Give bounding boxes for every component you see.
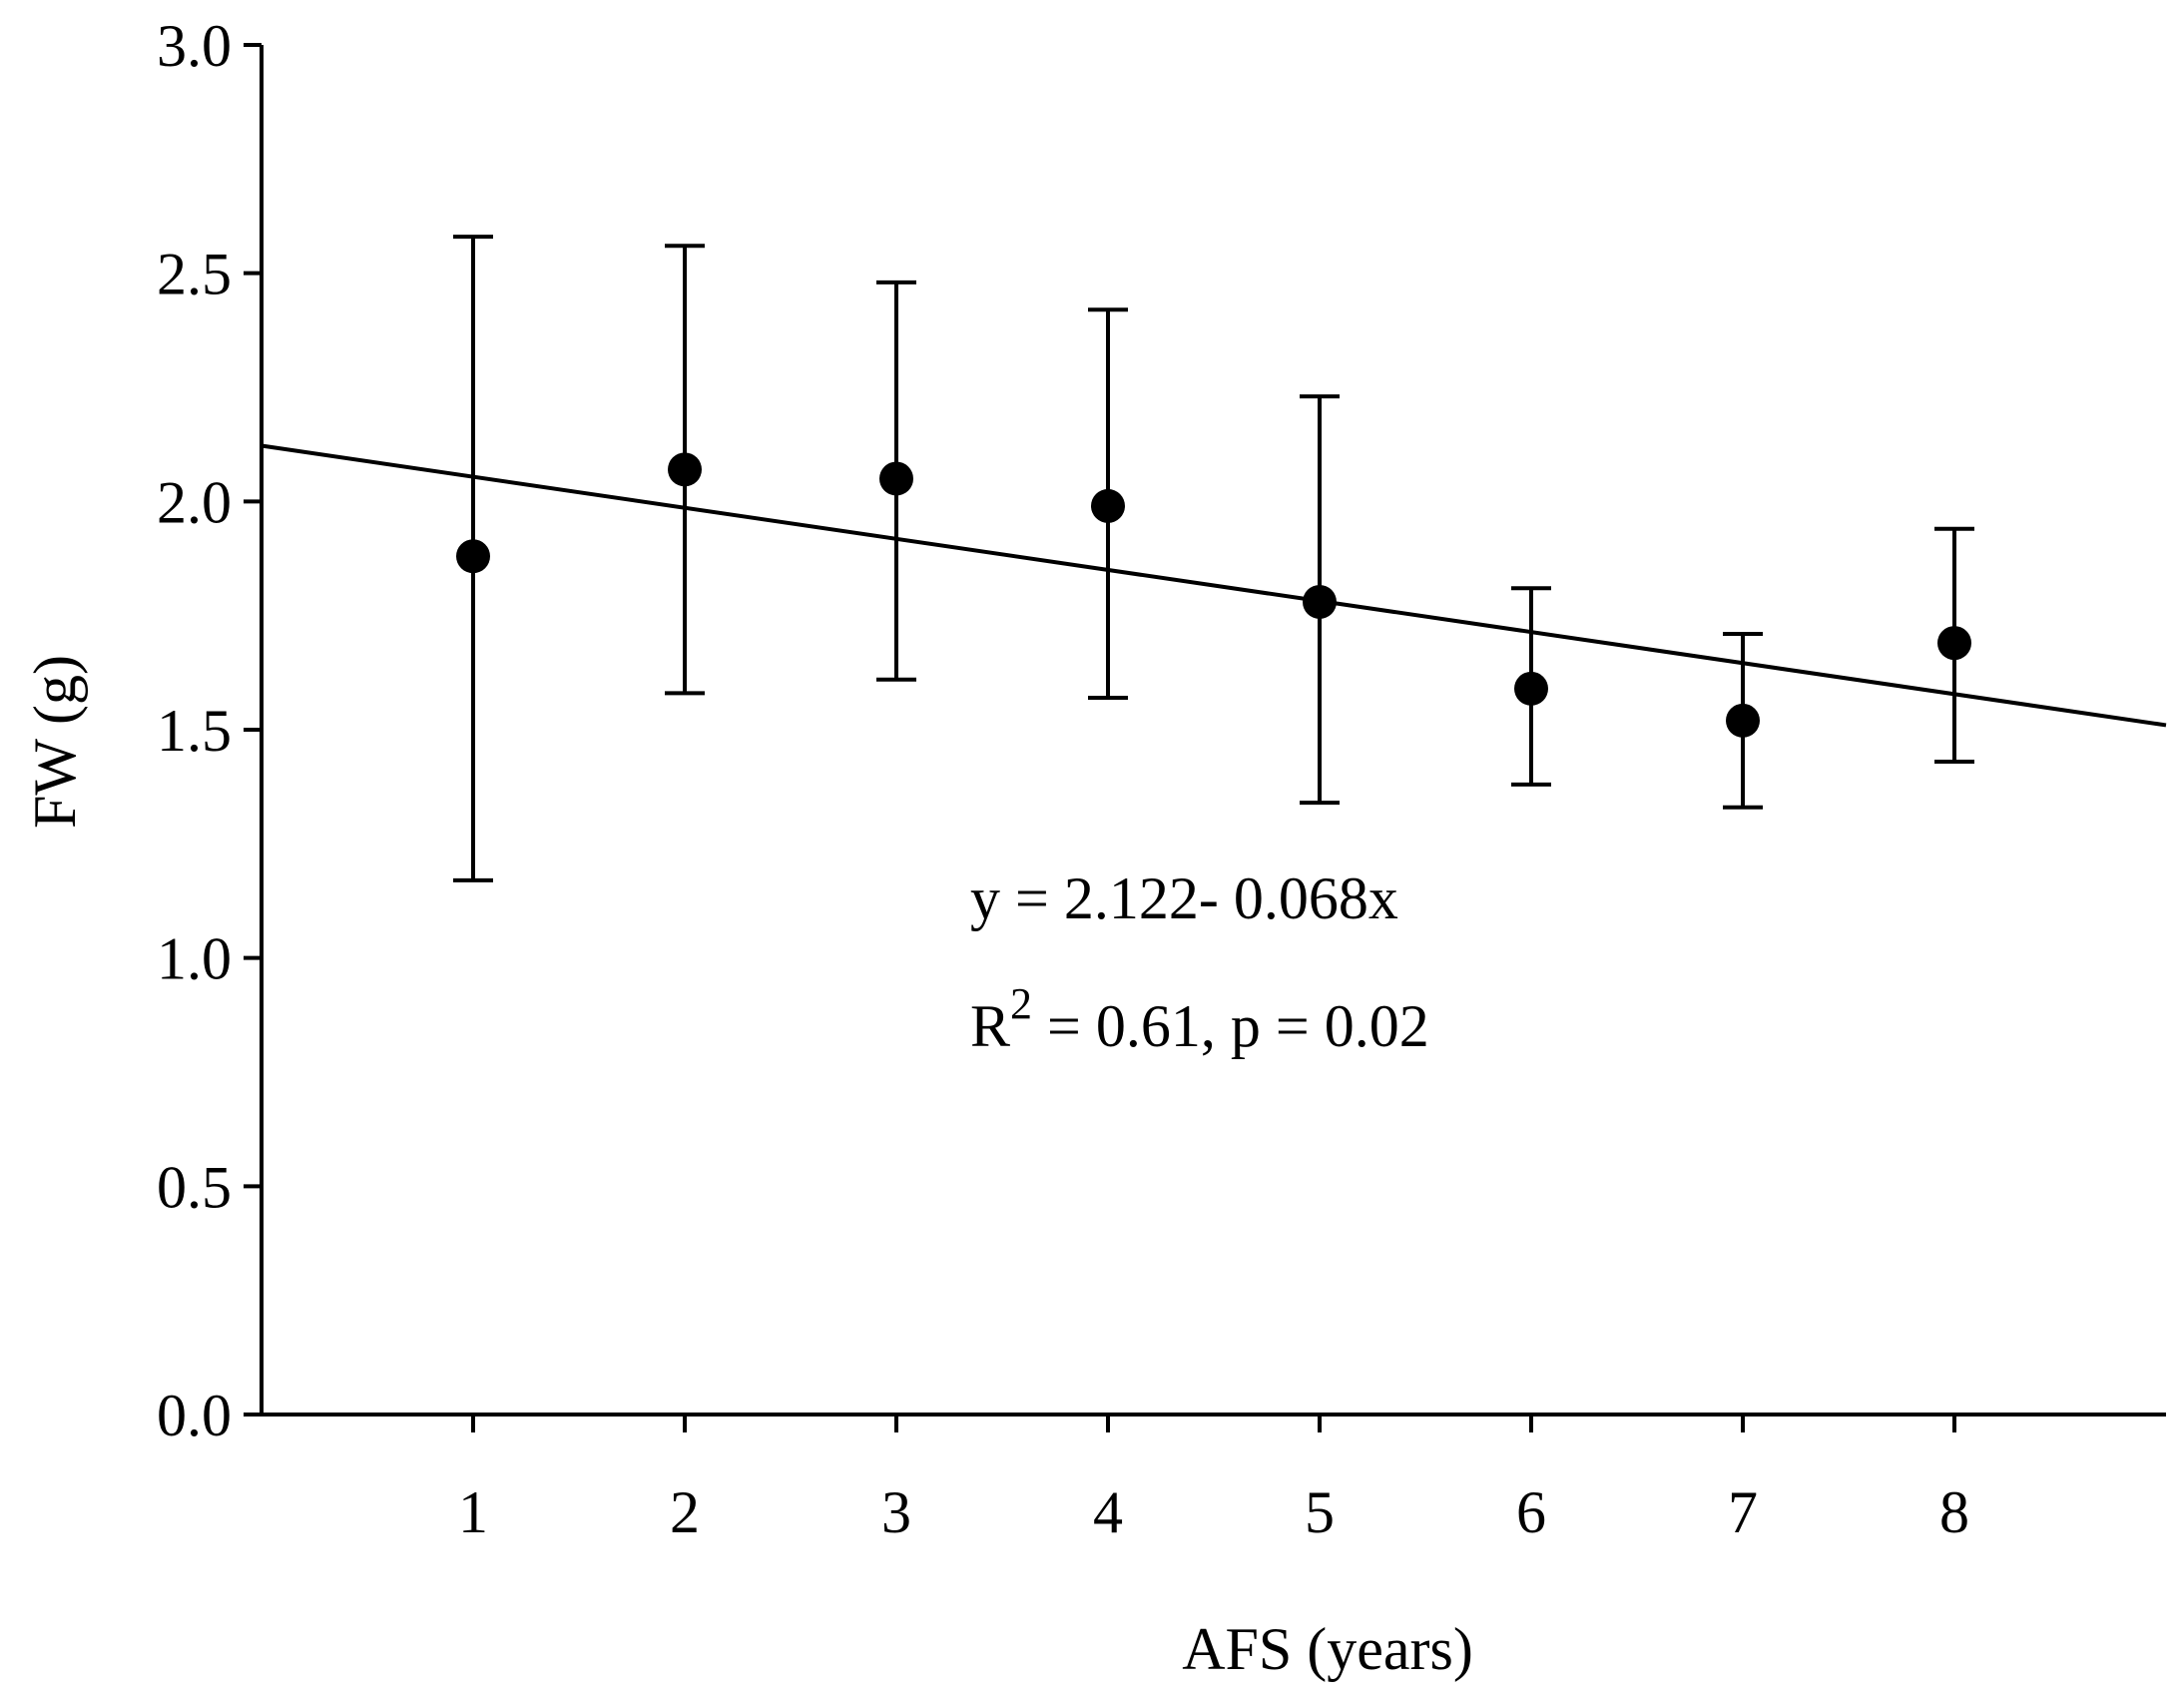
y-tick-label: 0.5 xyxy=(157,1154,232,1220)
y-tick-label: 0.0 xyxy=(157,1383,232,1448)
data-point xyxy=(668,452,702,487)
r-superscript: 2 xyxy=(1010,979,1032,1028)
data-points xyxy=(456,452,1971,738)
x-tick-label: 2 xyxy=(670,1479,700,1545)
stats-text: = 0.61, p = 0.02 xyxy=(1032,993,1429,1059)
x-tick-label: 3 xyxy=(881,1479,911,1545)
y-axis-title: FW (g) xyxy=(22,655,88,829)
y-tick-label: 3.0 xyxy=(157,13,232,79)
x-tick-label: 6 xyxy=(1516,1479,1546,1545)
x-tick-label: 1 xyxy=(458,1479,488,1545)
data-point xyxy=(1514,671,1548,706)
x-tick-label: 8 xyxy=(1939,1479,1969,1545)
y-tick-label: 1.0 xyxy=(157,926,232,992)
data-point xyxy=(879,461,913,496)
data-point xyxy=(1303,584,1337,619)
x-tick-label: 4 xyxy=(1093,1479,1123,1545)
trendline-layer xyxy=(261,443,2167,728)
x-tick-label: 5 xyxy=(1305,1479,1335,1545)
data-point xyxy=(456,539,490,574)
regression-equation: y = 2.122- 0.068x xyxy=(970,865,1398,931)
axes: 0.0 0.5 1.0 1.5 2.0 2.5 3.0 1 2 3 4 5 6 7 8 xyxy=(157,13,2166,1545)
data-point xyxy=(1937,626,1971,661)
y-tick-label: 2.5 xyxy=(157,242,232,307)
data-point xyxy=(1726,703,1760,738)
x-axis-title: AFS (years) xyxy=(1182,1616,1473,1682)
y-tick-label: 1.5 xyxy=(157,698,232,764)
data-point xyxy=(1091,488,1125,523)
y-tick-label: 2.0 xyxy=(157,469,232,535)
regression-line xyxy=(261,443,2167,728)
x-tick-label: 7 xyxy=(1728,1479,1758,1545)
r-label: R xyxy=(970,993,1010,1059)
error-bars xyxy=(453,235,1974,882)
regression-stats: R2 = 0.61, p = 0.02 xyxy=(970,979,1429,1059)
